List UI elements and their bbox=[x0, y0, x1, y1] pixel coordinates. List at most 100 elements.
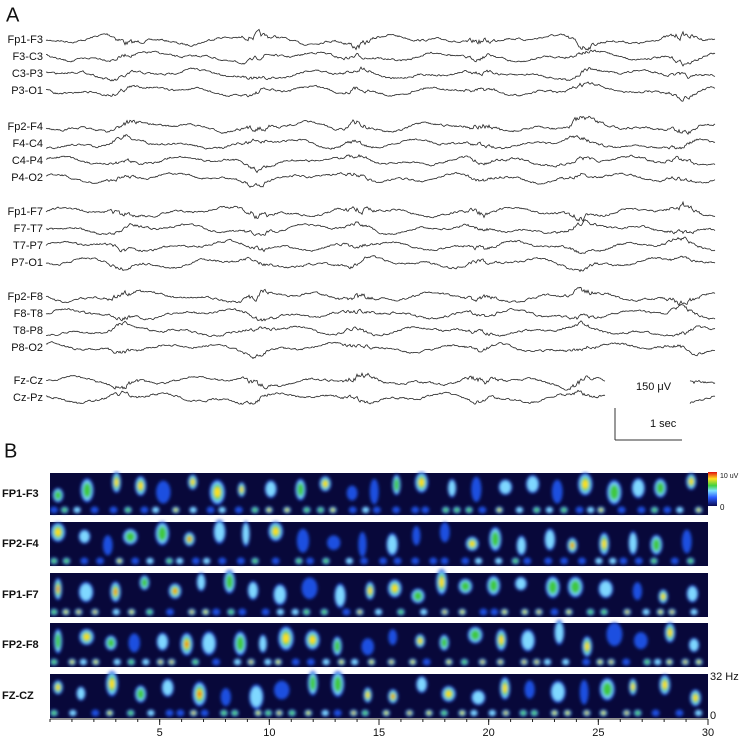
power-blob bbox=[369, 478, 379, 505]
power-blob bbox=[502, 683, 508, 693]
power-blob bbox=[379, 557, 388, 565]
power-blob bbox=[633, 632, 648, 650]
power-blob bbox=[94, 611, 96, 613]
power-blob bbox=[375, 609, 382, 615]
colorbar-max: 10 uV bbox=[720, 473, 739, 480]
power-blob bbox=[285, 508, 289, 512]
power-blob bbox=[447, 660, 451, 664]
power-blob bbox=[212, 658, 221, 666]
power-blob bbox=[517, 537, 526, 554]
power-blob bbox=[516, 578, 526, 590]
power-blob bbox=[137, 688, 145, 700]
power-blob bbox=[387, 535, 397, 554]
power-blob bbox=[191, 557, 200, 565]
power-blob bbox=[333, 709, 342, 717]
eeg-trace bbox=[45, 66, 716, 82]
power-blob bbox=[141, 578, 148, 588]
power-blob bbox=[365, 691, 370, 699]
power-blob bbox=[652, 507, 657, 513]
power-blob bbox=[107, 638, 115, 648]
power-blob bbox=[51, 609, 57, 615]
power-blob bbox=[538, 611, 540, 613]
power-blob bbox=[687, 586, 698, 601]
power-blob bbox=[499, 480, 511, 494]
eeg-trace bbox=[45, 389, 606, 405]
power-blob bbox=[80, 557, 89, 565]
channel-label: C4-P4 bbox=[12, 155, 43, 167]
spectrogram bbox=[50, 519, 695, 565]
power-blob bbox=[670, 557, 679, 565]
power-blob bbox=[125, 507, 131, 513]
power-blob bbox=[635, 710, 641, 716]
power-blob bbox=[185, 641, 188, 647]
power-blob bbox=[667, 660, 671, 664]
power-blob bbox=[441, 637, 448, 648]
power-blob bbox=[656, 482, 665, 494]
power-blob bbox=[234, 506, 243, 514]
power-blob bbox=[291, 658, 300, 666]
power-blob bbox=[651, 558, 657, 564]
power-blob bbox=[232, 710, 238, 716]
eeg-trace bbox=[45, 154, 716, 174]
panel-label: A bbox=[6, 4, 20, 26]
power-blob bbox=[548, 580, 558, 594]
power-blob bbox=[413, 591, 423, 601]
eeg-trace bbox=[45, 372, 606, 391]
power-blob bbox=[632, 479, 644, 497]
power-blob bbox=[228, 609, 234, 615]
power-blob bbox=[472, 691, 484, 704]
power-blob bbox=[256, 711, 260, 715]
power-blob bbox=[411, 557, 420, 565]
eeg-trace bbox=[45, 255, 716, 273]
power-blob bbox=[693, 694, 698, 702]
power-blob bbox=[652, 538, 661, 552]
channel-label: Fp1-F7 bbox=[8, 206, 43, 218]
power-blob bbox=[421, 506, 430, 514]
power-blob bbox=[271, 557, 280, 565]
power-blob bbox=[598, 660, 602, 664]
power-blob bbox=[391, 584, 398, 593]
power-blob bbox=[234, 659, 241, 665]
power-blob bbox=[192, 659, 198, 665]
power-blob bbox=[427, 711, 431, 715]
power-blob bbox=[102, 535, 113, 556]
power-blob bbox=[470, 710, 478, 716]
power-blob bbox=[203, 610, 208, 614]
power-blob bbox=[265, 710, 271, 716]
power-blob bbox=[658, 610, 663, 614]
power-blob bbox=[265, 481, 276, 497]
power-blob bbox=[661, 593, 666, 600]
power-blob bbox=[550, 608, 559, 616]
power-blob bbox=[362, 710, 368, 716]
power-blob bbox=[77, 687, 85, 700]
power-blob bbox=[346, 558, 353, 564]
power-blob bbox=[644, 659, 650, 665]
power-blob bbox=[560, 557, 569, 565]
power-blob bbox=[173, 589, 177, 593]
spectrogram-bg bbox=[50, 674, 708, 718]
power-blob bbox=[587, 507, 594, 513]
power-blob bbox=[490, 608, 499, 616]
power-blob bbox=[595, 558, 603, 564]
power-blob bbox=[609, 484, 619, 500]
power-blob bbox=[602, 539, 607, 549]
power-blob bbox=[361, 638, 375, 656]
power-blob bbox=[128, 633, 141, 653]
power-blob bbox=[637, 506, 646, 514]
power-blob bbox=[369, 660, 374, 664]
power-blob bbox=[524, 680, 535, 699]
power-blob bbox=[688, 558, 693, 564]
power-blob bbox=[250, 686, 263, 707]
power-blob bbox=[642, 609, 650, 615]
power-blob bbox=[301, 577, 318, 600]
power-blob bbox=[523, 557, 532, 565]
eeg-trace bbox=[45, 134, 716, 150]
power-blob bbox=[214, 487, 221, 498]
power-blob bbox=[322, 659, 330, 665]
power-blob bbox=[471, 476, 482, 503]
power-blob bbox=[203, 558, 210, 564]
x-tick-label: 5 bbox=[157, 727, 163, 739]
power-blob bbox=[522, 631, 534, 650]
power-blob bbox=[689, 639, 699, 651]
power-blob bbox=[159, 661, 162, 663]
